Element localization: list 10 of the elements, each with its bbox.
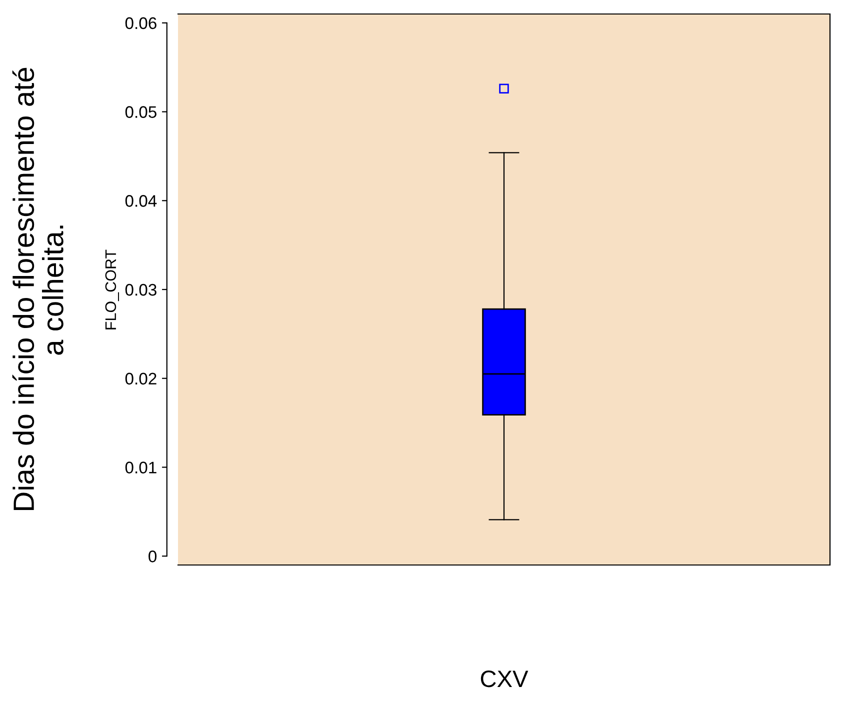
- y-tick-label: 0.03: [125, 284, 156, 296]
- y-tick-label: 0.01: [125, 462, 156, 474]
- y-tick-label: 0.04: [125, 195, 157, 207]
- y-tick-label: 0.02: [125, 372, 156, 385]
- y-axis-title: Dias do início do florescimento até a colheita.: [12, 68, 64, 510]
- x-axis-title: CXV: [480, 670, 528, 688]
- y-tick-label: 0.06: [125, 17, 156, 30]
- y-tick-label: 0: [148, 550, 157, 562]
- text: FLO_CORT: [105, 250, 119, 330]
- y-tick-label: 0.05: [125, 106, 156, 118]
